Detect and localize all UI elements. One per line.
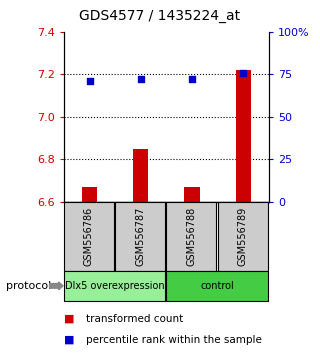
Text: percentile rank within the sample: percentile rank within the sample <box>86 335 262 345</box>
Point <box>87 78 92 84</box>
Bar <box>184 187 200 202</box>
Bar <box>82 187 97 202</box>
Text: GSM556789: GSM556789 <box>237 207 248 266</box>
Text: GDS4577 / 1435224_at: GDS4577 / 1435224_at <box>79 9 241 23</box>
Point <box>189 76 195 81</box>
Text: control: control <box>200 281 234 291</box>
Text: ■: ■ <box>64 314 75 324</box>
Text: Dlx5 overexpression: Dlx5 overexpression <box>65 281 164 291</box>
Bar <box>236 70 251 202</box>
Text: GSM556788: GSM556788 <box>186 207 196 266</box>
Text: protocol: protocol <box>6 281 52 291</box>
Text: ■: ■ <box>64 335 75 345</box>
Point <box>241 71 246 76</box>
Text: GSM556787: GSM556787 <box>135 207 145 266</box>
Bar <box>133 149 148 202</box>
Point <box>138 76 143 81</box>
Text: transformed count: transformed count <box>86 314 184 324</box>
Text: GSM556786: GSM556786 <box>84 207 94 266</box>
